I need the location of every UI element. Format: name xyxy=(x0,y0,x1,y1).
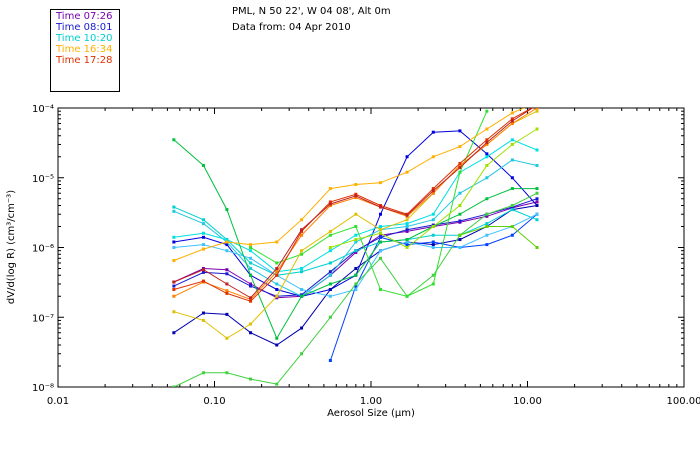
series-line xyxy=(173,201,538,299)
series-line xyxy=(173,108,534,299)
data-point xyxy=(535,101,538,104)
data-point xyxy=(172,331,176,335)
series-line xyxy=(459,226,538,248)
data-point xyxy=(535,104,538,107)
data-point xyxy=(172,287,176,291)
y-tick-label: 10⁻⁸ xyxy=(32,383,54,394)
plot-frame xyxy=(57,107,685,388)
legend-entry: Time 17:28 xyxy=(56,55,113,66)
chart-subtitle: Data from: 04 Apr 2010 xyxy=(232,22,351,33)
data-point xyxy=(172,138,176,142)
legend-entry: Time 10:20 xyxy=(56,33,113,44)
legend-entry: Time 08:01 xyxy=(56,22,113,33)
series-13 xyxy=(328,127,539,249)
series-line xyxy=(173,206,538,276)
data-point xyxy=(172,284,176,288)
x-tick-label: 1.00 xyxy=(360,396,382,407)
series-line xyxy=(173,108,526,261)
data-point xyxy=(172,280,176,284)
data-point xyxy=(535,218,539,222)
data-point xyxy=(535,109,539,113)
data-point xyxy=(535,104,538,107)
series-line xyxy=(330,128,538,249)
data-point xyxy=(172,240,176,244)
series-line xyxy=(173,213,538,297)
series-9 xyxy=(172,138,539,340)
series-6 xyxy=(172,158,539,298)
series-11 xyxy=(249,109,489,298)
data-point xyxy=(172,259,176,263)
data-point xyxy=(172,310,176,314)
data-point xyxy=(172,235,176,239)
series-line xyxy=(329,213,538,361)
y-tick-label: 10⁻⁵ xyxy=(32,174,54,185)
y-tick-label: 10⁻⁴ xyxy=(32,104,54,115)
series-18 xyxy=(172,104,538,300)
x-tick-label: 10.00 xyxy=(513,396,542,407)
x-axis-label: Aerosol Size (µm) xyxy=(327,408,415,419)
data-point xyxy=(172,205,176,209)
y-axis-label: dV/d(log R) (cm³/cm⁻³) xyxy=(6,190,17,304)
y-tick-label: 10⁻⁶ xyxy=(32,244,54,255)
chart-title: PML, N 50 22', W 04 08', Alt 0m xyxy=(232,6,391,17)
series-line xyxy=(173,139,537,340)
data-point xyxy=(328,246,332,249)
data-point xyxy=(535,127,539,131)
series-15 xyxy=(172,101,538,263)
data-point xyxy=(172,246,176,249)
legend-entry: Time 16:34 xyxy=(56,44,113,55)
series-line xyxy=(250,110,488,297)
series-line xyxy=(173,192,538,387)
legend: Time 07:26 Time 08:01 Time 10:20 Time 16:34… xyxy=(50,9,120,92)
data-point xyxy=(249,246,253,249)
data-point xyxy=(172,209,176,213)
legend-entry: Time 07:26 xyxy=(56,11,113,22)
x-tick-label: 0.01 xyxy=(47,396,69,407)
series-line xyxy=(173,110,538,339)
series-16 xyxy=(172,108,539,301)
y-tick-label: 10⁻⁷ xyxy=(32,313,54,324)
series-12 xyxy=(458,225,539,249)
series-line xyxy=(173,108,533,302)
data-point xyxy=(535,108,539,110)
data-point xyxy=(172,294,176,298)
data-point xyxy=(172,385,176,387)
x-tick-label: 100.00 xyxy=(667,396,700,407)
series-line xyxy=(173,159,538,297)
series-line xyxy=(173,205,538,346)
x-tick-label: 0.10 xyxy=(203,396,225,407)
